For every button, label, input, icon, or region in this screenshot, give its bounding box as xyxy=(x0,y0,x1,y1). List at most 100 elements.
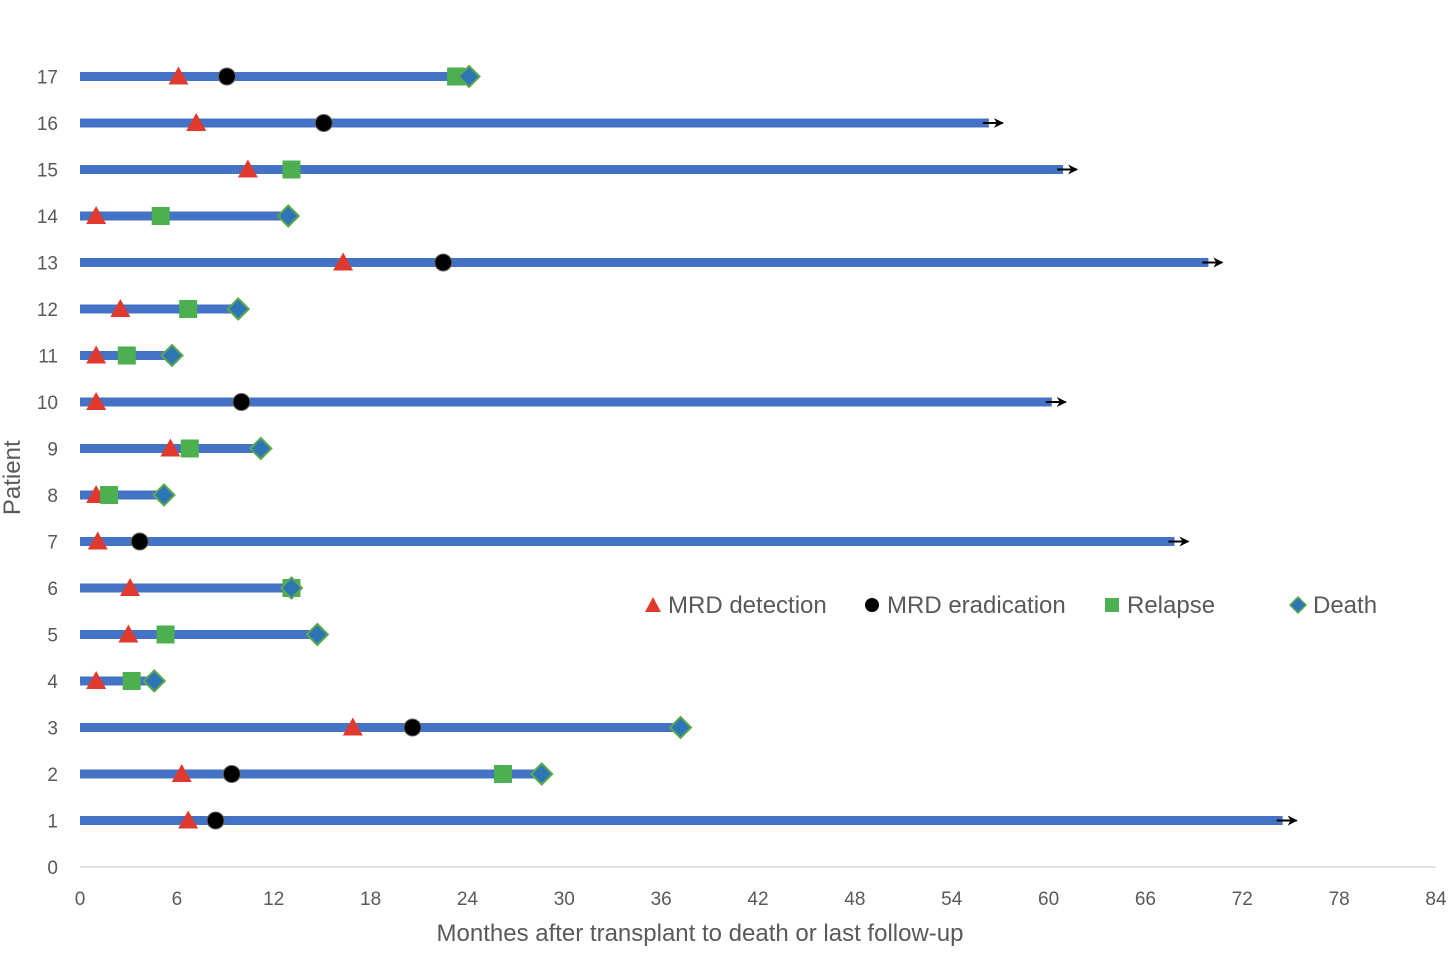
bar-patient-6 xyxy=(80,583,292,593)
mrd-detection-marker xyxy=(160,438,181,457)
relapse-marker xyxy=(447,67,466,86)
bar-patient-14 xyxy=(80,211,289,221)
relapse-marker xyxy=(180,439,199,458)
mrd-eradication-marker xyxy=(314,114,333,132)
y-tick-label: 3 xyxy=(47,719,58,740)
mrd-detection-marker xyxy=(87,531,108,550)
death-marker xyxy=(457,64,481,89)
death-marker xyxy=(668,715,693,740)
mrd-detection-marker xyxy=(237,159,258,178)
legend-marker-mrd-eradication xyxy=(865,598,879,612)
relapse-marker xyxy=(122,672,141,690)
y-tick-label: 15 xyxy=(37,161,58,182)
death-marker xyxy=(305,622,330,647)
mrd-detection-marker xyxy=(86,206,107,224)
relapse-marker xyxy=(179,300,198,318)
death-marker xyxy=(248,436,273,461)
mrd-eradication-marker xyxy=(206,811,225,830)
relapse-marker xyxy=(493,765,512,783)
y-tick-label: 10 xyxy=(37,393,58,414)
y-tick-label: 8 xyxy=(47,486,58,507)
relapse-marker xyxy=(151,207,170,225)
bar-patient-17 xyxy=(80,72,470,81)
relapse-marker xyxy=(100,486,119,504)
death-marker xyxy=(152,483,176,507)
bar-patient-13 xyxy=(80,258,1209,267)
y-tick-label: 7 xyxy=(47,533,58,554)
mrd-eradication-marker xyxy=(232,393,251,411)
mrd-eradication-marker xyxy=(222,765,241,783)
x-tick-label: 48 xyxy=(844,889,865,910)
bar-patient-2 xyxy=(80,769,541,779)
x-tick-label: 72 xyxy=(1232,889,1253,910)
relapse-marker xyxy=(117,346,136,365)
y-tick-label: 4 xyxy=(47,672,58,693)
mrd-detection-marker xyxy=(86,392,107,410)
legend-label-death: Death xyxy=(1313,592,1377,619)
legend: MRD detection MRD eradication Relapse Death xyxy=(645,592,1377,619)
x-tick-label: 6 xyxy=(172,889,183,910)
mrd-detection-marker xyxy=(178,810,199,829)
y-tick-label: 16 xyxy=(37,114,58,135)
relapse-marker xyxy=(282,160,301,179)
legend-marker-death xyxy=(1288,595,1308,615)
x-tick-label: 42 xyxy=(747,889,768,910)
mrd-detection-marker xyxy=(118,624,139,643)
mrd-detection-marker xyxy=(186,113,207,131)
x-tick-label: 66 xyxy=(1135,889,1156,910)
mrd-detection-marker xyxy=(86,671,107,689)
y-tick-label: 5 xyxy=(47,626,58,647)
x-tick-label: 36 xyxy=(651,889,672,910)
legend-marker-mrd-detection xyxy=(645,597,661,612)
x-tick-label: 54 xyxy=(941,889,963,910)
mrd-detection-marker xyxy=(110,299,131,317)
y-tick-label: 17 xyxy=(37,68,58,89)
death-marker xyxy=(529,762,554,786)
x-axis-title: Monthes after transplant to death or las… xyxy=(437,920,964,947)
legend-label-relapse: Relapse xyxy=(1127,592,1215,619)
death-marker xyxy=(160,343,184,368)
bar-patient-10 xyxy=(80,397,1052,407)
x-tick-label: 12 xyxy=(263,889,284,910)
x-tick-label: 24 xyxy=(457,889,479,910)
death-marker xyxy=(276,204,301,228)
y-axis-title: Patient xyxy=(0,440,26,515)
death-marker xyxy=(279,576,304,600)
mrd-detection-marker xyxy=(120,578,141,596)
bar-patient-1 xyxy=(80,816,1283,825)
y-tick-label: 14 xyxy=(37,207,59,228)
bars-group xyxy=(80,72,1298,826)
bar-patient-3 xyxy=(80,723,681,732)
mrd-detection-marker xyxy=(86,345,107,364)
legend-marker-relapse xyxy=(1105,598,1119,612)
legend-label-mrd-eradication: MRD eradication xyxy=(887,592,1066,619)
mrd-detection-marker xyxy=(342,717,363,736)
y-tick-label: 9 xyxy=(47,440,58,461)
mrd-eradication-marker xyxy=(434,253,453,272)
y-tick-label: 13 xyxy=(37,254,58,275)
relapse-marker xyxy=(156,625,175,644)
legend-label-mrd-detection: MRD detection xyxy=(668,592,827,619)
x-tick-label: 84 xyxy=(1425,889,1447,910)
y-tick-label: 0 xyxy=(47,858,58,879)
mrd-eradication-marker xyxy=(217,67,236,86)
y-tick-label: 6 xyxy=(47,579,58,600)
bar-patient-12 xyxy=(80,304,239,314)
axes-group: 0 6 12 18 24 30 36 42 48 54 60 66 72 78 84012345678910… xyxy=(37,68,1447,911)
mrd-eradication-marker xyxy=(130,532,149,551)
y-tick-label: 12 xyxy=(37,300,58,321)
mrd-detection-marker xyxy=(171,764,192,782)
y-tick-label: 1 xyxy=(47,812,58,833)
mrd-detection-marker xyxy=(333,252,354,271)
death-marker xyxy=(142,669,167,693)
y-tick-label: 11 xyxy=(38,347,58,368)
bar-patient-4 xyxy=(80,676,155,686)
bar-patient-5 xyxy=(80,630,318,639)
death-marker xyxy=(226,297,251,321)
x-tick-label: 78 xyxy=(1329,889,1350,910)
markers-group xyxy=(86,64,693,830)
x-tick-label: 30 xyxy=(554,889,575,910)
x-tick-label: 60 xyxy=(1038,889,1059,910)
